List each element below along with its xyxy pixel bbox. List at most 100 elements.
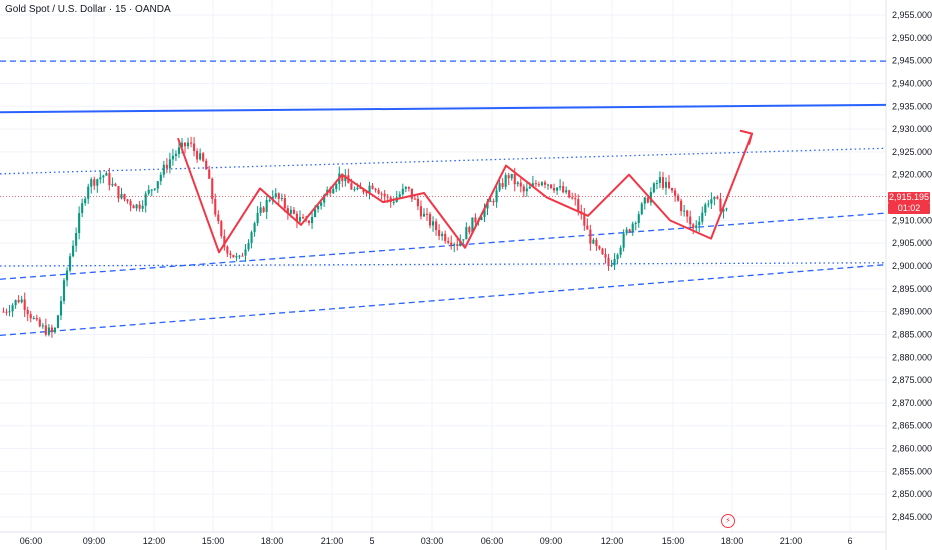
price-axis-label: 2,865.000 <box>892 421 932 431</box>
candle-body <box>162 164 165 175</box>
price-axis-label: 2,930.000 <box>892 124 932 134</box>
candle-body <box>96 179 99 186</box>
time-axis-label: 6 <box>847 536 852 546</box>
candle-body <box>444 233 447 241</box>
candle-body <box>531 183 534 187</box>
candle-body <box>710 199 713 204</box>
candle-body <box>504 175 507 187</box>
candle-body <box>120 194 123 199</box>
candle-body <box>637 214 640 223</box>
candle-body <box>289 209 292 214</box>
candle-body <box>713 196 716 200</box>
candle-body <box>81 203 84 214</box>
candle-body <box>459 240 462 246</box>
candle-body <box>649 192 652 203</box>
candle-body <box>59 301 63 316</box>
candle-body <box>196 151 199 160</box>
candle-body <box>147 189 150 194</box>
price-axis-label: 2,890.000 <box>892 307 932 317</box>
candle-body <box>265 200 268 212</box>
time-axis-label: 03:00 <box>421 536 444 546</box>
candle-body <box>20 299 23 303</box>
lightning-icon[interactable]: ⚡ <box>721 514 735 528</box>
candle-body <box>386 196 389 198</box>
candle-body <box>205 160 208 170</box>
candle-body <box>507 175 510 179</box>
candle-body <box>519 182 522 187</box>
candle-body <box>595 239 598 247</box>
trendline-mid-dashed[interactable] <box>0 212 887 280</box>
candle-body <box>546 184 550 186</box>
candle-body <box>226 246 229 254</box>
candle-body <box>474 217 477 223</box>
candle-body <box>453 244 456 246</box>
candle-body <box>441 233 444 236</box>
candle-body <box>311 216 314 224</box>
candle-body <box>62 280 66 302</box>
candle-body <box>562 186 565 193</box>
candle-body <box>553 187 556 191</box>
candle-body <box>432 221 435 226</box>
candle-body <box>468 227 471 233</box>
price-axis-label: 2,935.000 <box>892 101 932 111</box>
candle-body <box>2 311 5 313</box>
candle-body <box>307 220 311 224</box>
candle-body <box>664 181 668 188</box>
candle-body <box>516 182 519 185</box>
candle-body <box>180 142 184 148</box>
candle-body <box>610 265 613 267</box>
candle-body <box>658 177 661 183</box>
candle-body <box>353 189 356 191</box>
candle-body <box>87 186 90 199</box>
candle-body <box>320 202 323 206</box>
candle-body <box>722 209 725 212</box>
candle-body <box>238 255 241 257</box>
price-axis-label: 2,950.000 <box>892 33 932 43</box>
candle-body <box>480 217 483 221</box>
candle-body <box>543 182 547 185</box>
candle-body <box>716 196 719 199</box>
candle-body <box>8 311 11 313</box>
time-axis-label: 06:00 <box>481 536 504 546</box>
candle-body <box>525 188 528 192</box>
candle-body <box>244 249 247 256</box>
candle-body <box>568 190 571 198</box>
candle-body <box>241 255 244 257</box>
candle-body <box>111 183 114 186</box>
candle-body <box>171 155 174 160</box>
trendline-lower-dotted[interactable] <box>0 262 887 267</box>
candle-body <box>574 198 577 200</box>
candle-body <box>174 153 177 156</box>
candle-body <box>652 183 655 193</box>
price-axis-label: 2,905.000 <box>892 238 932 248</box>
zigzag-projection[interactable] <box>177 133 753 254</box>
candle-body <box>689 216 692 225</box>
symbol-title[interactable]: Gold Spot / U.S. Dollar · 15 · OANDA <box>5 4 171 15</box>
candle-body <box>150 189 153 191</box>
candle-body <box>692 224 695 229</box>
candle-body <box>422 213 426 217</box>
candle-body <box>607 257 610 266</box>
candle-body <box>223 235 226 247</box>
candle-body <box>344 175 347 182</box>
candle-body <box>628 229 631 232</box>
candle-body <box>674 190 677 196</box>
candle-body <box>604 254 607 258</box>
trendline-bottom-dashed[interactable] <box>0 263 887 337</box>
time-axis-label: 15:00 <box>202 536 225 546</box>
time-axis-label: 5 <box>369 536 374 546</box>
price-axis-label: 2,860.000 <box>892 444 932 454</box>
trendline-resistance-solid[interactable] <box>0 103 887 114</box>
candle-body <box>253 223 256 233</box>
candle-body <box>625 229 628 234</box>
candle-body <box>90 179 93 187</box>
candle-body <box>456 244 459 246</box>
candle-body <box>256 213 259 224</box>
trendline-upper-dotted[interactable] <box>0 147 887 175</box>
time-axis-label: 15:00 <box>662 536 685 546</box>
candle-body <box>462 239 465 241</box>
candle-body <box>556 187 559 191</box>
candle-body <box>483 208 486 218</box>
